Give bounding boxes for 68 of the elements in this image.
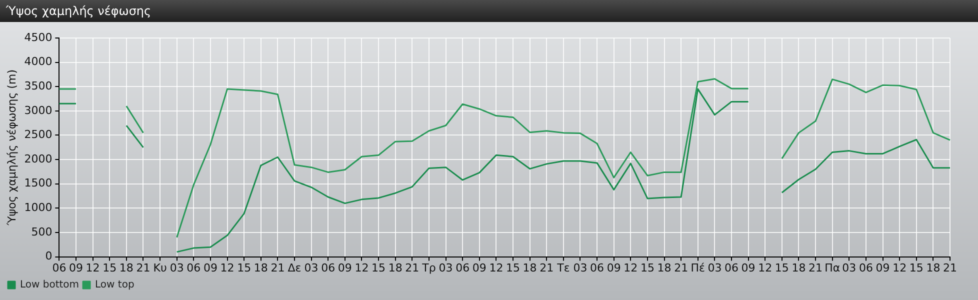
y-tick-label: 3500 xyxy=(24,79,52,92)
y-tick-label: 2500 xyxy=(24,128,52,142)
x-tick-label: 15 xyxy=(237,261,252,274)
y-tick-label: 1500 xyxy=(24,176,52,190)
y-tick-label: 4500 xyxy=(24,30,52,44)
chart-title: Ύψος χαμηλής νέφωσης xyxy=(0,0,978,22)
x-tick-label: 06 xyxy=(186,261,201,274)
x-tick-label: 06 xyxy=(590,261,604,274)
x-tick-label: 09 xyxy=(203,261,218,274)
x-tick-label: 18 xyxy=(254,261,268,274)
x-tick-label: 15 xyxy=(372,261,386,274)
x-tick-label: 21 xyxy=(270,261,285,274)
x-tick-label: 03 xyxy=(573,261,588,274)
x-tick-label: 21 xyxy=(808,261,823,274)
x-tick-label: 12 xyxy=(354,261,369,274)
legend-label: Low top xyxy=(95,280,134,291)
y-tick-label: 2000 xyxy=(24,152,52,166)
y-axis-title: Ύψος χαμηλής νέφωσης (m) xyxy=(5,70,18,226)
x-tick-label: 18 xyxy=(792,261,806,274)
y-tick-label: 500 xyxy=(31,225,52,238)
x-tick-label: Δε xyxy=(288,261,302,274)
x-tick-label: 06 xyxy=(858,261,873,274)
x-tick-label: 18 xyxy=(522,261,537,274)
x-tick-label: 18 xyxy=(388,261,402,274)
x-tick-label: 03 xyxy=(170,261,184,274)
x-tick-label: 18 xyxy=(926,261,940,274)
x-tick-label: 15 xyxy=(640,261,654,274)
x-tick-label: 12 xyxy=(758,261,772,274)
x-tick-label: 12 xyxy=(892,261,907,274)
x-tick-label: 03 xyxy=(842,261,856,274)
x-tick-label: 06 xyxy=(456,261,470,274)
x-tick-label: 12 xyxy=(86,261,100,274)
x-tick-label: Πέ xyxy=(690,261,706,274)
x-tick-label: 21 xyxy=(136,261,150,274)
x-tick-label: 09 xyxy=(741,261,756,274)
x-tick-label: Κυ xyxy=(153,261,167,274)
legend-label: Low bottom xyxy=(20,280,80,291)
x-tick-label: 21 xyxy=(674,261,688,274)
x-tick-label: 21 xyxy=(540,261,554,274)
x-tick-label: 21 xyxy=(943,261,957,274)
x-tick-label: 06 xyxy=(52,261,66,274)
x-tick-label: 15 xyxy=(909,261,924,274)
y-tick-label: 0 xyxy=(45,250,52,263)
x-tick-label: 09 xyxy=(606,261,621,274)
x-tick-label: 15 xyxy=(774,261,789,274)
x-tick-label: Πα xyxy=(824,261,840,274)
y-tick-label: 1000 xyxy=(24,201,52,214)
x-tick-label: 18 xyxy=(119,261,134,274)
x-tick-label: Τρ xyxy=(421,261,436,274)
x-tick-label: 03 xyxy=(304,261,318,274)
x-tick-label: 15 xyxy=(102,261,117,274)
x-tick-label: Τε xyxy=(556,261,570,274)
x-tick-label: 12 xyxy=(220,261,234,274)
x-tick-label: 06 xyxy=(724,261,738,274)
x-tick-label: 09 xyxy=(338,261,352,274)
x-tick-label: 09 xyxy=(472,261,486,274)
x-tick-label: 09 xyxy=(876,261,890,274)
x-tick-label: 03 xyxy=(438,261,453,274)
x-tick-label: 12 xyxy=(624,261,638,274)
x-tick-label: 12 xyxy=(489,261,504,274)
y-tick-label: 4000 xyxy=(24,55,52,68)
y-tick-label: 3000 xyxy=(24,104,52,117)
x-tick-label: 15 xyxy=(506,261,520,274)
x-tick-label: 21 xyxy=(405,261,420,274)
x-tick-label: 18 xyxy=(657,261,672,274)
x-tick-label: 03 xyxy=(708,261,722,274)
x-tick-label: 09 xyxy=(69,261,83,274)
x-tick-label: 06 xyxy=(321,261,336,274)
